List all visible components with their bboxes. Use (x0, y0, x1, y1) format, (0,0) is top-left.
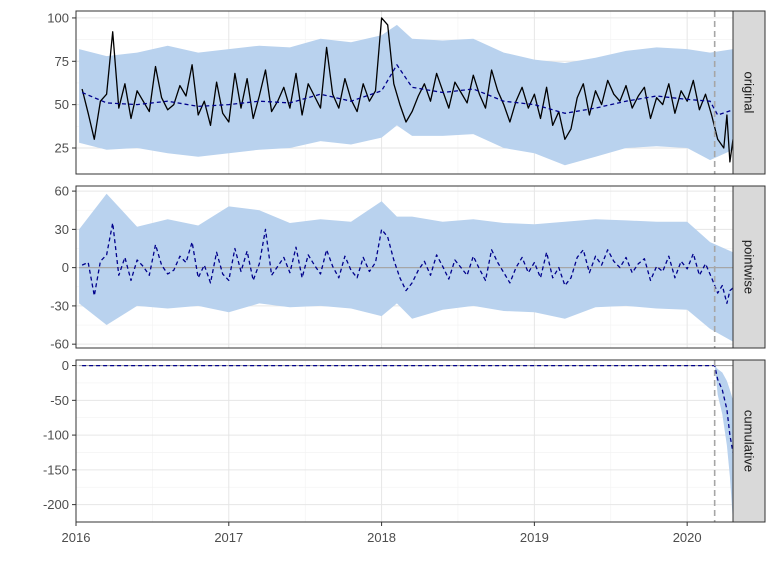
y-tick-label: -30 (50, 298, 69, 313)
panel-original: 25 50 75 100 original (47, 10, 766, 175)
facet-strip (732, 359, 766, 523)
facet-strip-label: pointwise (742, 240, 757, 294)
y-tick-label: 100 (47, 10, 69, 25)
panel-background (76, 360, 733, 522)
facet-strip (732, 185, 766, 349)
facet-strip (732, 10, 766, 175)
y-tick-label: -60 (50, 337, 69, 352)
panel-data (79, 186, 733, 348)
x-tick-label: 2019 (520, 530, 549, 545)
y-tick-label: 50 (55, 97, 69, 112)
x-tick-label: 2018 (367, 530, 396, 545)
y-tick-label: -150 (43, 462, 69, 477)
y-tick-label: 25 (55, 140, 69, 155)
x-tick-label: 2017 (214, 530, 243, 545)
y-tick-label: -50 (50, 393, 69, 408)
prediction-series-line (81, 222, 733, 305)
x-tick-label: 2016 (62, 530, 91, 545)
panel-data (79, 360, 733, 522)
panel-cumulative: -200 -150 -100 -50 0 cumulative (43, 358, 766, 523)
x-tick-label: 2020 (673, 530, 702, 545)
y-tick-label: 60 (55, 184, 69, 199)
y-tick-label: 30 (55, 222, 69, 237)
y-tick-label: 75 (55, 54, 69, 69)
y-tick-label: -100 (43, 428, 69, 443)
y-tick-label: 0 (62, 260, 69, 275)
facet-strip-label: cumulative (742, 410, 757, 472)
observed-series-line (81, 17, 733, 163)
y-tick-label: 0 (62, 358, 69, 373)
y-tick-label: -200 (43, 497, 69, 512)
panel-pointwise: -60 -30 0 30 60 pointwise (50, 184, 766, 352)
confidence-band (714, 365, 733, 522)
panel-data (79, 11, 733, 174)
facet-strip-label: original (742, 72, 757, 114)
